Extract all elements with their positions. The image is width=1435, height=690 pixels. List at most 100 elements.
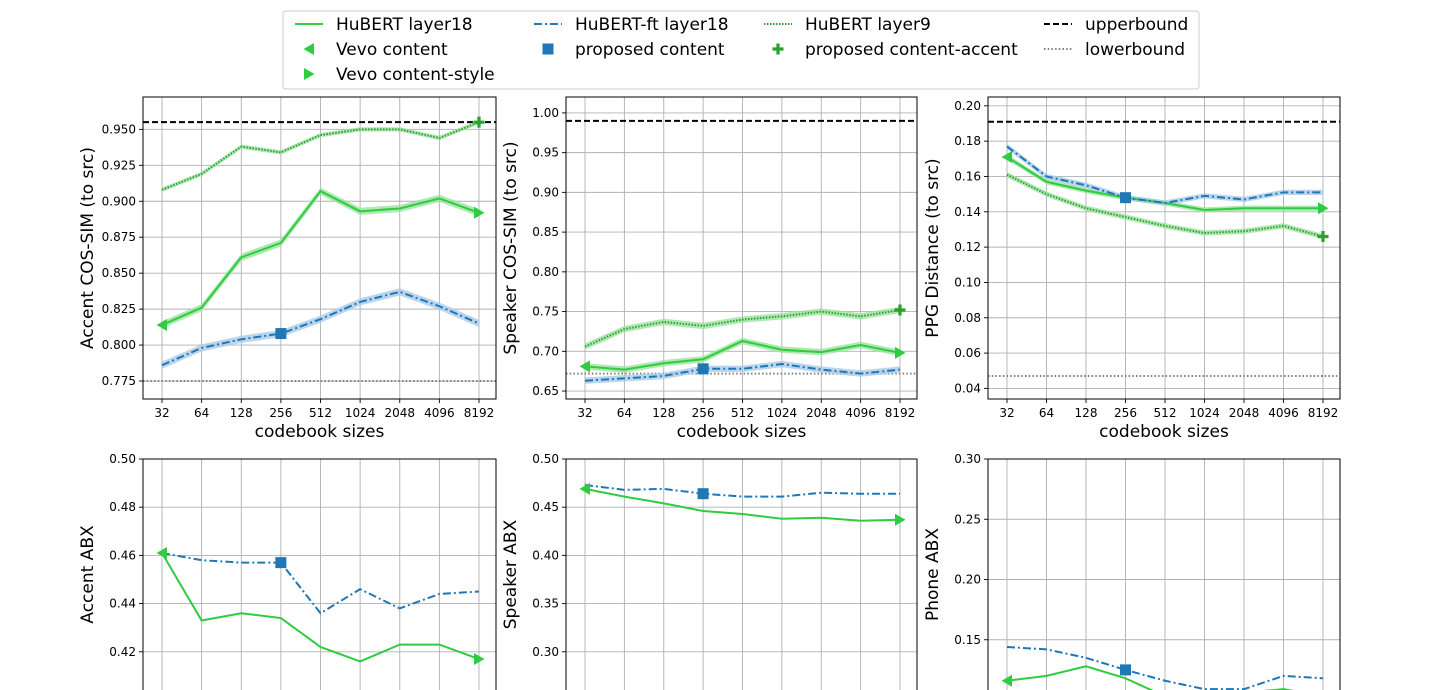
y-tick-label: 0.12 bbox=[954, 240, 981, 254]
x-tick-label: 512 bbox=[1154, 406, 1177, 420]
legend-swatch-plus-icon bbox=[772, 43, 784, 55]
x-tick-label: 2048 bbox=[806, 406, 837, 420]
legend-item-proposed_content: proposed content bbox=[542, 40, 725, 60]
y-tick-label: 0.42 bbox=[109, 645, 136, 659]
marker-triangle-right bbox=[895, 346, 906, 359]
y-tick-label: 0.85 bbox=[532, 225, 559, 239]
axes-frame bbox=[142, 96, 497, 400]
x-tick-label: 8192 bbox=[1308, 406, 1339, 420]
y-tick-label: 0.775 bbox=[102, 374, 136, 388]
series-line-hubert9 bbox=[161, 121, 480, 191]
x-tick-label: 1024 bbox=[1189, 406, 1220, 420]
y-tick-label: 0.14 bbox=[954, 205, 981, 219]
series-line-hubert18 bbox=[161, 189, 480, 326]
legend-label: Vevo content-style bbox=[336, 65, 495, 85]
legend-label: lowerbound bbox=[1085, 40, 1185, 60]
x-tick-label: 8192 bbox=[464, 406, 495, 420]
chart-panel-2: 0.65 0.70 0.75 0.80 0.85 0.90 0.95 1.00 32 64 128 2… bbox=[501, 96, 918, 442]
marker-triangle-right bbox=[1318, 202, 1329, 215]
legend-label: HuBERT layer9 bbox=[805, 15, 931, 35]
y-tick-label: 0.875 bbox=[102, 230, 136, 244]
y-tick-label: 0.15 bbox=[954, 633, 981, 647]
x-tick-label: 1024 bbox=[767, 406, 798, 420]
series-line-hubert9 bbox=[584, 309, 901, 348]
marker-square bbox=[275, 557, 287, 569]
y-tick-label: 0.40 bbox=[532, 548, 559, 562]
y-tick-label: 0.30 bbox=[954, 452, 981, 466]
y-tick-label: 0.80 bbox=[532, 265, 559, 279]
y-tick-label: 0.30 bbox=[532, 645, 559, 659]
marker-triangle-left bbox=[156, 318, 167, 331]
y-tick-label: 0.20 bbox=[954, 573, 981, 587]
legend-swatch-square-icon bbox=[542, 43, 554, 55]
marker-square bbox=[1120, 664, 1131, 676]
legend-frame bbox=[282, 10, 1200, 90]
axes-frame bbox=[565, 96, 918, 400]
x-tick-label: 128 bbox=[230, 406, 253, 420]
x-tick-label: 512 bbox=[309, 406, 332, 420]
x-tick-label: 1024 bbox=[345, 406, 376, 420]
y-tick-label: 0.90 bbox=[532, 185, 559, 199]
marker-square bbox=[1120, 192, 1131, 204]
legend-label: upperbound bbox=[1085, 15, 1188, 35]
x-tick-label: 256 bbox=[692, 406, 715, 420]
marker-triangle-left bbox=[156, 546, 167, 559]
y-tick-label: 0.925 bbox=[102, 158, 136, 172]
series-line-hubert18 bbox=[584, 487, 901, 522]
x-tick-label: 32 bbox=[577, 406, 592, 420]
legend-item-proposed_ca: proposed content-accent bbox=[772, 40, 1018, 60]
y-axis-label: PPG Distance (to src) bbox=[923, 158, 943, 337]
marker-square bbox=[275, 328, 287, 340]
series-line-hubertft18 bbox=[584, 363, 901, 382]
legend-label: Vevo content bbox=[336, 40, 448, 60]
y-tick-label: 0.06 bbox=[954, 346, 981, 360]
series-line-hubert9 bbox=[1006, 173, 1324, 238]
series-line-hubert18 bbox=[161, 552, 480, 663]
y-tick-label: 0.20 bbox=[954, 99, 981, 113]
legend-label: HuBERT layer18 bbox=[336, 15, 473, 35]
y-axis-label: Accent ABX bbox=[78, 525, 98, 624]
y-tick-label: 0.25 bbox=[954, 512, 981, 526]
x-tick-label: 64 bbox=[1039, 406, 1054, 420]
y-tick-label: 0.800 bbox=[102, 338, 136, 352]
legend-item-vevo_style: Vevo content-style bbox=[304, 65, 495, 85]
legend-item-upperbound: upperbound bbox=[1044, 15, 1188, 35]
legend-label: proposed content-accent bbox=[805, 40, 1018, 60]
x-tick-label: 32 bbox=[154, 406, 169, 420]
chart-panel-3: 0.04 0.06 0.08 0.10 0.12 0.14 0.16 0.18 0.20 32 64… bbox=[923, 96, 1341, 442]
legend: HuBERT layer18 Vevo content Vevo content-s… bbox=[282, 10, 1200, 90]
legend-item-lowerbound: lowerbound bbox=[1044, 40, 1185, 60]
legend-item-hubert18: HuBERT layer18 bbox=[295, 15, 473, 35]
series-line-hubert18 bbox=[584, 339, 901, 371]
marker-plus bbox=[1317, 231, 1329, 243]
y-tick-label: 0.900 bbox=[102, 194, 136, 208]
x-tick-label: 2048 bbox=[384, 406, 415, 420]
gridlines bbox=[566, 97, 917, 399]
y-tick-label: 0.850 bbox=[102, 266, 136, 280]
y-tick-label: 0.18 bbox=[954, 134, 981, 148]
series-line-hubertft18 bbox=[161, 290, 480, 367]
marker-triangle-left bbox=[579, 360, 590, 373]
marker-triangle-left bbox=[579, 482, 590, 495]
y-tick-label: 0.50 bbox=[532, 452, 559, 466]
series-line-hubert18 bbox=[1006, 665, 1294, 690]
x-tick-label: 4096 bbox=[845, 406, 876, 420]
y-tick-label: 0.65 bbox=[532, 384, 559, 398]
legend-label: HuBERT-ft layer18 bbox=[575, 15, 729, 35]
y-tick-label: 0.10 bbox=[954, 275, 981, 289]
series-line-hubertft18 bbox=[584, 484, 900, 498]
x-tick-label: 4096 bbox=[1268, 406, 1299, 420]
y-axis-label: Speaker ABX bbox=[501, 519, 521, 629]
legend-swatch-triangle-left-icon bbox=[303, 43, 314, 55]
x-tick-label: 32 bbox=[999, 406, 1014, 420]
axes-frame bbox=[565, 458, 918, 690]
gridlines bbox=[988, 97, 1340, 399]
y-tick-label: 0.70 bbox=[532, 344, 559, 358]
x-axis-label: codebook sizes bbox=[255, 422, 385, 442]
y-tick-label: 0.46 bbox=[109, 548, 136, 562]
x-tick-label: 512 bbox=[731, 406, 754, 420]
